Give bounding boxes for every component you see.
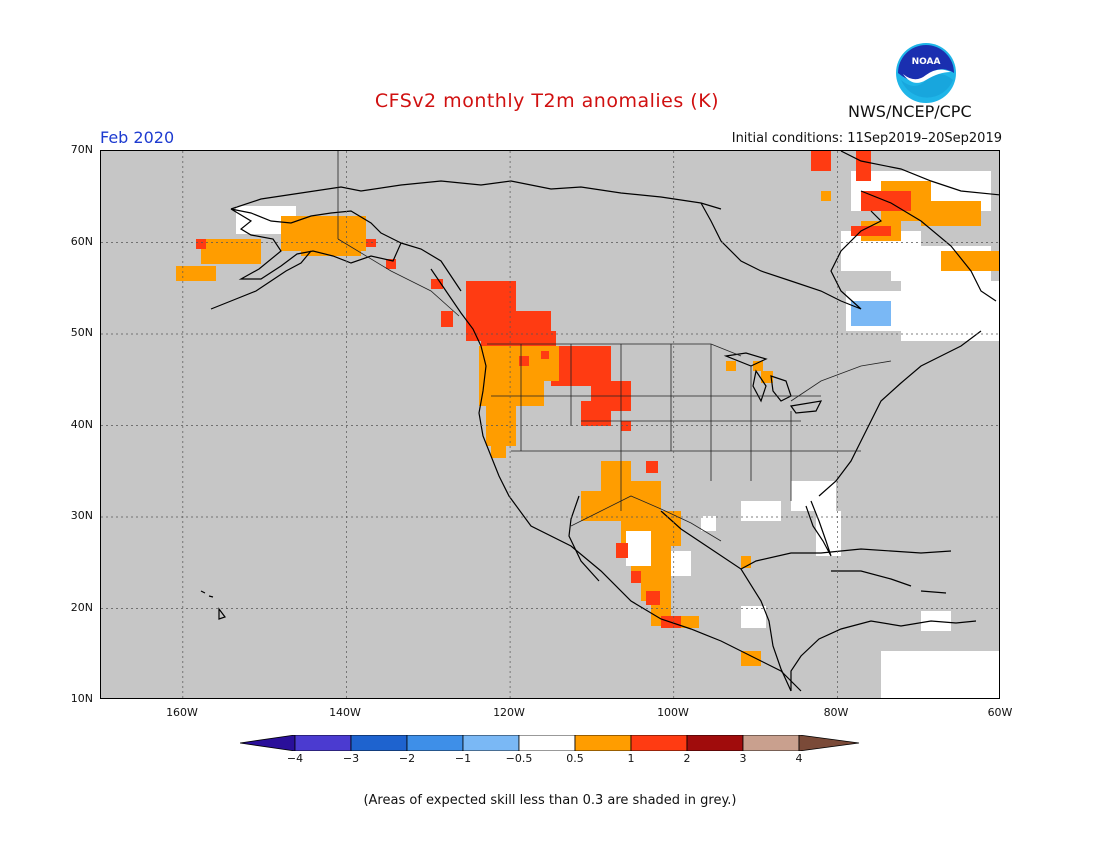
lat-label: 40N [70, 418, 93, 431]
anomaly-cell [201, 239, 261, 264]
anomaly-cell [519, 356, 529, 366]
noaa-logo: NOAA [896, 43, 956, 103]
anomaly-cell [726, 361, 736, 371]
lon-label: 80W [823, 706, 849, 719]
colorbar-tick-label: 0.5 [566, 752, 584, 765]
anomaly-cell [741, 606, 766, 628]
colorbar-segment [630, 735, 688, 751]
colorbar-segment [574, 735, 632, 751]
map-canvas [101, 151, 999, 698]
anomaly-cell [486, 406, 516, 446]
political-borders [337, 151, 892, 542]
logo-text: NOAA [912, 57, 941, 67]
agency-label: NWS/NCEP/CPC [848, 102, 972, 121]
colorbar-segment [742, 735, 800, 751]
lon-label: 140W [329, 706, 361, 719]
anomaly-cell [741, 651, 761, 666]
anomaly-cell [441, 311, 453, 327]
anomaly-cell [671, 551, 691, 576]
anomaly-cell [581, 491, 621, 521]
map-grid [101, 151, 999, 698]
lat-label: 60N [70, 235, 93, 248]
colorbar-segment [350, 735, 408, 751]
colorbar-tick-label: 1 [627, 752, 635, 765]
colorbar-tick-label: −3 [342, 752, 360, 765]
anomaly-cell [551, 346, 611, 386]
anomaly-cell [941, 251, 999, 271]
anomaly-cell [616, 543, 628, 558]
anomaly-cell [581, 401, 611, 426]
anomaly-cell [761, 371, 773, 383]
anomaly-cell [431, 279, 443, 289]
colorbar-segment [462, 735, 520, 751]
chart-title: CFSv2 monthly T2m anomalies (K) [374, 90, 720, 112]
anomaly-cell [851, 301, 891, 326]
anomaly-cell [366, 239, 376, 247]
colorbar [240, 735, 860, 751]
colorbar-segment [686, 735, 744, 751]
anomaly-cell [176, 266, 216, 281]
lon-label: 100W [657, 706, 689, 719]
anomaly-cell [479, 381, 544, 406]
forecast-month: Feb 2020 [100, 128, 175, 147]
lon-label: 60W [987, 706, 1013, 719]
colorbar-segment [294, 735, 352, 751]
anomaly-cell [646, 461, 658, 473]
lat-label: 70N [70, 143, 93, 156]
anomaly-cell [661, 616, 683, 628]
anomaly-cell [856, 151, 871, 181]
colorbar-segment [518, 735, 576, 751]
lon-label: 120W [493, 706, 525, 719]
colorbar-tick-label: −2 [398, 752, 416, 765]
anomaly-cell [631, 571, 641, 583]
anomaly-cell [386, 259, 396, 269]
anomaly-cell [626, 531, 651, 566]
colorbar-tick-label: −0.5 [505, 752, 533, 765]
colorbar-tick-label: 2 [683, 752, 691, 765]
anomaly-cell [881, 651, 999, 698]
anomaly-cell [901, 281, 999, 341]
colorbar-arrow-right [798, 735, 860, 751]
anomaly-map [100, 150, 1000, 699]
colorbar-tick-label: −1 [454, 752, 472, 765]
anomaly-cell [811, 151, 831, 171]
lat-label: 10N [70, 692, 93, 705]
colorbar-tick-label: 3 [739, 752, 747, 765]
anomaly-cell [646, 591, 660, 605]
anomaly-cell [741, 556, 751, 568]
anomaly-cell [741, 501, 781, 521]
anomaly-cells [176, 151, 999, 698]
anomaly-cell [621, 421, 631, 431]
anomaly-cell [821, 191, 831, 201]
coastlines [200, 151, 999, 692]
lon-label: 160W [166, 706, 198, 719]
lat-label: 50N [70, 326, 93, 339]
anomaly-cell [753, 361, 763, 371]
skill-footnote: (Areas of expected skill less than 0.3 a… [363, 793, 737, 808]
colorbar-arrow-left [240, 735, 296, 751]
anomaly-cell [681, 616, 699, 628]
anomaly-cell [921, 201, 981, 226]
initial-conditions: Initial conditions: 11Sep2019–20Sep2019 [731, 131, 1002, 146]
anomaly-cell [851, 226, 891, 236]
colorbar-segment [406, 735, 464, 751]
colorbar-tick-label: −4 [286, 752, 304, 765]
colorbar-tick-label: 4 [795, 752, 803, 765]
anomaly-cell [541, 351, 549, 359]
lat-label: 20N [70, 601, 93, 614]
lat-label: 30N [70, 509, 93, 522]
anomaly-cell [196, 239, 206, 249]
anomaly-cell [491, 446, 506, 458]
anomaly-cell [701, 516, 716, 531]
